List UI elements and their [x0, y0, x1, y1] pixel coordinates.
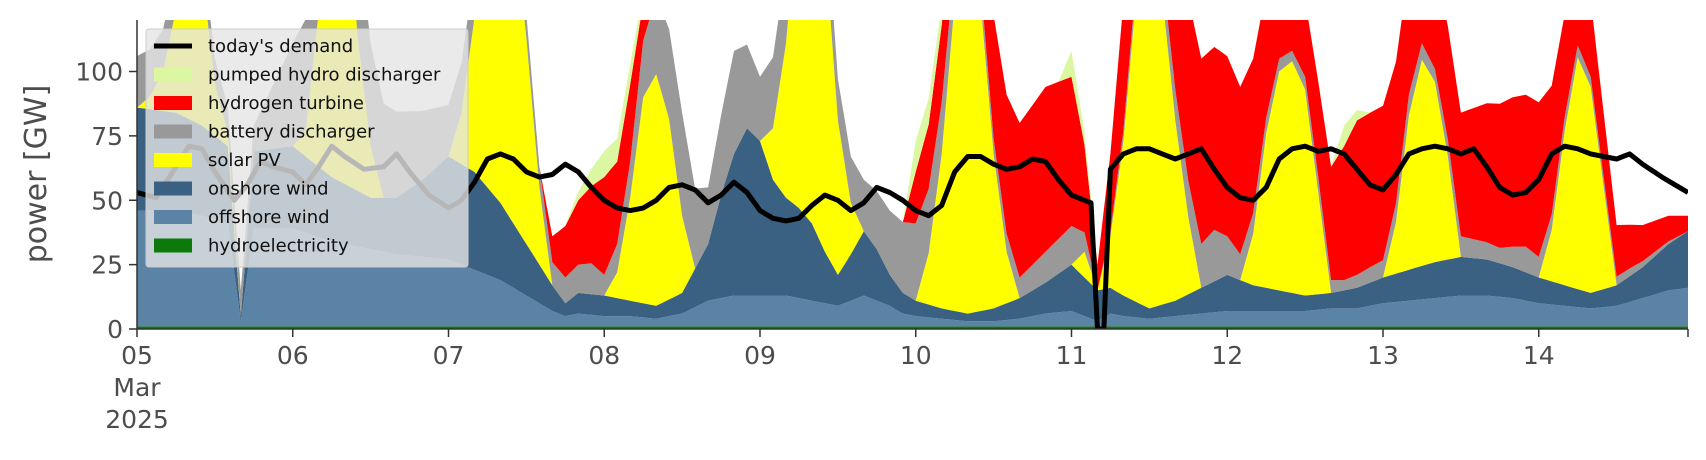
x-tick-label: 08 [588, 341, 620, 370]
y-tick-label: 25 [91, 251, 123, 280]
axes: 0 25 50 75 100 05 Mar 2025 06 07 08 09 10 11 12 13 14 [75, 20, 1689, 434]
area-hydrogen-turbine [137, 20, 1688, 291]
x-tick-sublabel: 2025 [105, 405, 169, 434]
x-tick-label: 13 [1367, 341, 1399, 370]
x-tick-sublabel: Mar [113, 373, 161, 402]
legend-swatch-battery-discharger [154, 124, 192, 139]
y-tick-label: 100 [75, 58, 123, 87]
legend-swatch-hydroelectricity [154, 238, 192, 253]
legend-label-hydrogen-turbine: hydrogen turbine [208, 93, 364, 114]
legend-swatch-hydrogen-turbine [154, 96, 192, 110]
legend-label-pumped-hydro-discharger: pumped hydro discharger [208, 65, 441, 86]
legend-label-battery-discharger: battery discharger [208, 122, 375, 143]
y-tick-label: 0 [107, 315, 123, 344]
x-tick-label: 06 [277, 341, 309, 370]
x-tick-label: 10 [900, 341, 932, 370]
x-tick-label: 07 [433, 341, 465, 370]
x-tick-label: 11 [1056, 341, 1088, 370]
legend-swatch-onshore-wind [154, 181, 192, 196]
legend-label-today-s-demand: today's demand [208, 36, 353, 57]
legend-swatch-pumped-hydro-discharger [154, 67, 192, 82]
legend-swatch-solar-pv [154, 153, 192, 167]
legend-box [145, 28, 469, 268]
x-tick-label: 14 [1523, 341, 1555, 370]
area-solar-pv [137, 20, 1688, 317]
y-tick-label: 75 [91, 122, 123, 151]
legend-swatch-offshore-wind [154, 210, 192, 224]
x-tick-label: 09 [744, 341, 776, 370]
x-tick-label: 05 [121, 341, 153, 370]
legend-label-hydroelectricity: hydroelectricity [208, 236, 349, 257]
legend-label-offshore-wind: offshore wind [208, 207, 330, 228]
legend-label-onshore-wind: onshore wind [208, 179, 329, 200]
legend-label-solar-pv: solar PV [208, 150, 281, 171]
area-offshore-wind [137, 210, 1688, 327]
area-onshore-wind [137, 107, 1688, 322]
y-tick-label: 50 [91, 186, 123, 215]
x-tick-label: 12 [1211, 341, 1243, 370]
y-axis-label: power [GW] [19, 85, 54, 264]
legend: today's demand pumped hydro discharger hyd… [145, 28, 469, 268]
